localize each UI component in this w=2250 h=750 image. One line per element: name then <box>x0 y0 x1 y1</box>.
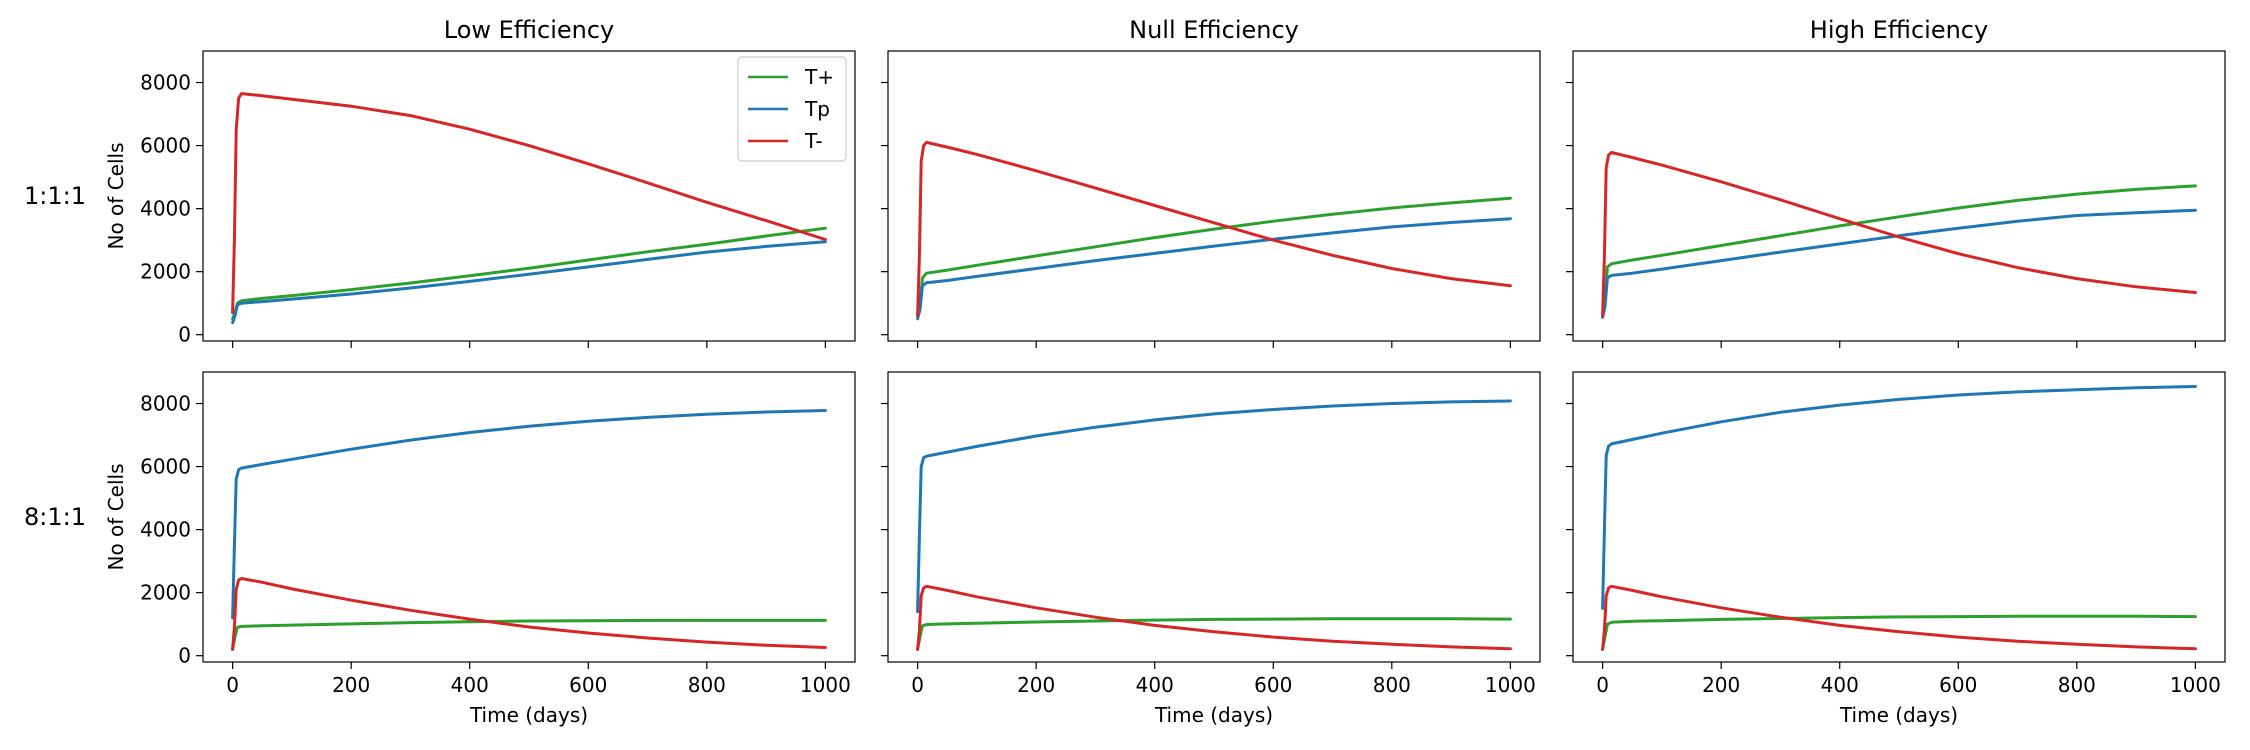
x-tick-label: 600 <box>1939 673 1977 697</box>
column-title-high-efficiency: High Efficiency <box>1810 16 1988 44</box>
legend-label-tp: Tp <box>804 97 830 121</box>
y-tick-label: 6000 <box>140 455 191 479</box>
legend-box <box>737 56 847 162</box>
x-axis-label-low-efficiency: Time (days) <box>469 703 588 727</box>
series-line-tminus <box>231 92 827 315</box>
y-tick-label: 2000 <box>140 581 191 605</box>
x-tick-label: 1000 <box>2170 673 2221 697</box>
series-line-tp <box>231 240 827 325</box>
x-tick-label: 200 <box>1702 673 1740 697</box>
y-tick-label: 2000 <box>140 260 191 284</box>
axes-frame <box>1572 50 2226 342</box>
y-tick-label: 8000 <box>140 392 191 416</box>
y-tick-label: 6000 <box>140 134 191 158</box>
panel-1-1: 0 2000 4000 6000 8000 <box>140 50 856 348</box>
x-axis-label-high-efficiency: Time (days) <box>1839 703 1958 727</box>
legend-label-t-minus: T- <box>804 129 823 153</box>
panel-2-1: 0 2000 4000 6000 8000 0 200 400 600 800 1000 <box>140 371 856 697</box>
panel-2-3: 0 200 400 600 800 1000 <box>1566 371 2226 697</box>
series-line-tp <box>1601 385 2197 610</box>
row-label-8-1-1: 8:1:1 <box>24 503 86 531</box>
x-axis-label-null-efficiency: Time (days) <box>1154 703 1273 727</box>
y-axis-label-row-2: No of Cells <box>104 464 128 571</box>
x-tick-label: 800 <box>2058 673 2096 697</box>
series-line-tminus <box>1601 151 2197 318</box>
legend-label-t-plus: T+ <box>804 65 834 89</box>
series-line-tp <box>916 399 1512 614</box>
axes-frame <box>887 371 1541 663</box>
series-line-tminus <box>916 140 1512 318</box>
x-tick-label: 800 <box>1373 673 1411 697</box>
series-line-tplus <box>231 226 827 321</box>
legend: T+ Tp T- <box>737 56 847 162</box>
x-tick-label: 200 <box>332 673 370 697</box>
x-tick-label: 400 <box>451 673 489 697</box>
column-title-low-efficiency: Low Efficiency <box>444 16 615 44</box>
series-line-tminus <box>1601 584 2197 651</box>
axes-frame <box>202 50 856 342</box>
series-line-tplus <box>916 196 1512 318</box>
x-tick-label: 800 <box>688 673 726 697</box>
y-axis-label-row-1: No of Cells <box>104 143 128 250</box>
x-tick-label: 0 <box>911 673 924 697</box>
x-tick-label: 600 <box>569 673 607 697</box>
series-line-tp <box>916 217 1512 321</box>
panel-1-3 <box>1566 50 2226 348</box>
series-line-tplus <box>231 618 827 651</box>
x-tick-label: 1000 <box>800 673 851 697</box>
series-line-tminus <box>231 577 827 651</box>
axes-frame <box>1572 371 2226 663</box>
series-line-tplus <box>916 617 1512 651</box>
y-tick-label: 0 <box>178 644 191 668</box>
x-tick-label: 200 <box>1017 673 1055 697</box>
panel-1-2 <box>881 50 1541 348</box>
x-tick-label: 1000 <box>1485 673 1536 697</box>
panel-2-2: 0 200 400 600 800 1000 <box>881 371 1541 697</box>
series-line-tp <box>1601 208 2197 319</box>
x-tick-label: 400 <box>1136 673 1174 697</box>
x-tick-label: 400 <box>1821 673 1859 697</box>
y-tick-label: 4000 <box>140 197 191 221</box>
x-tick-label: 0 <box>226 673 239 697</box>
series-line-tplus <box>1601 184 2197 315</box>
y-tick-label: 0 <box>178 323 191 347</box>
x-tick-label: 600 <box>1254 673 1292 697</box>
row-label-1-1-1: 1:1:1 <box>24 182 86 210</box>
axes-frame <box>202 371 856 663</box>
y-tick-label: 4000 <box>140 518 191 542</box>
axes-frame <box>887 50 1541 342</box>
series-line-tp <box>231 409 827 620</box>
column-title-null-efficiency: Null Efficiency <box>1129 16 1299 44</box>
series-line-tminus <box>916 584 1512 651</box>
y-tick-label: 8000 <box>140 71 191 95</box>
x-tick-label: 0 <box>1596 673 1609 697</box>
